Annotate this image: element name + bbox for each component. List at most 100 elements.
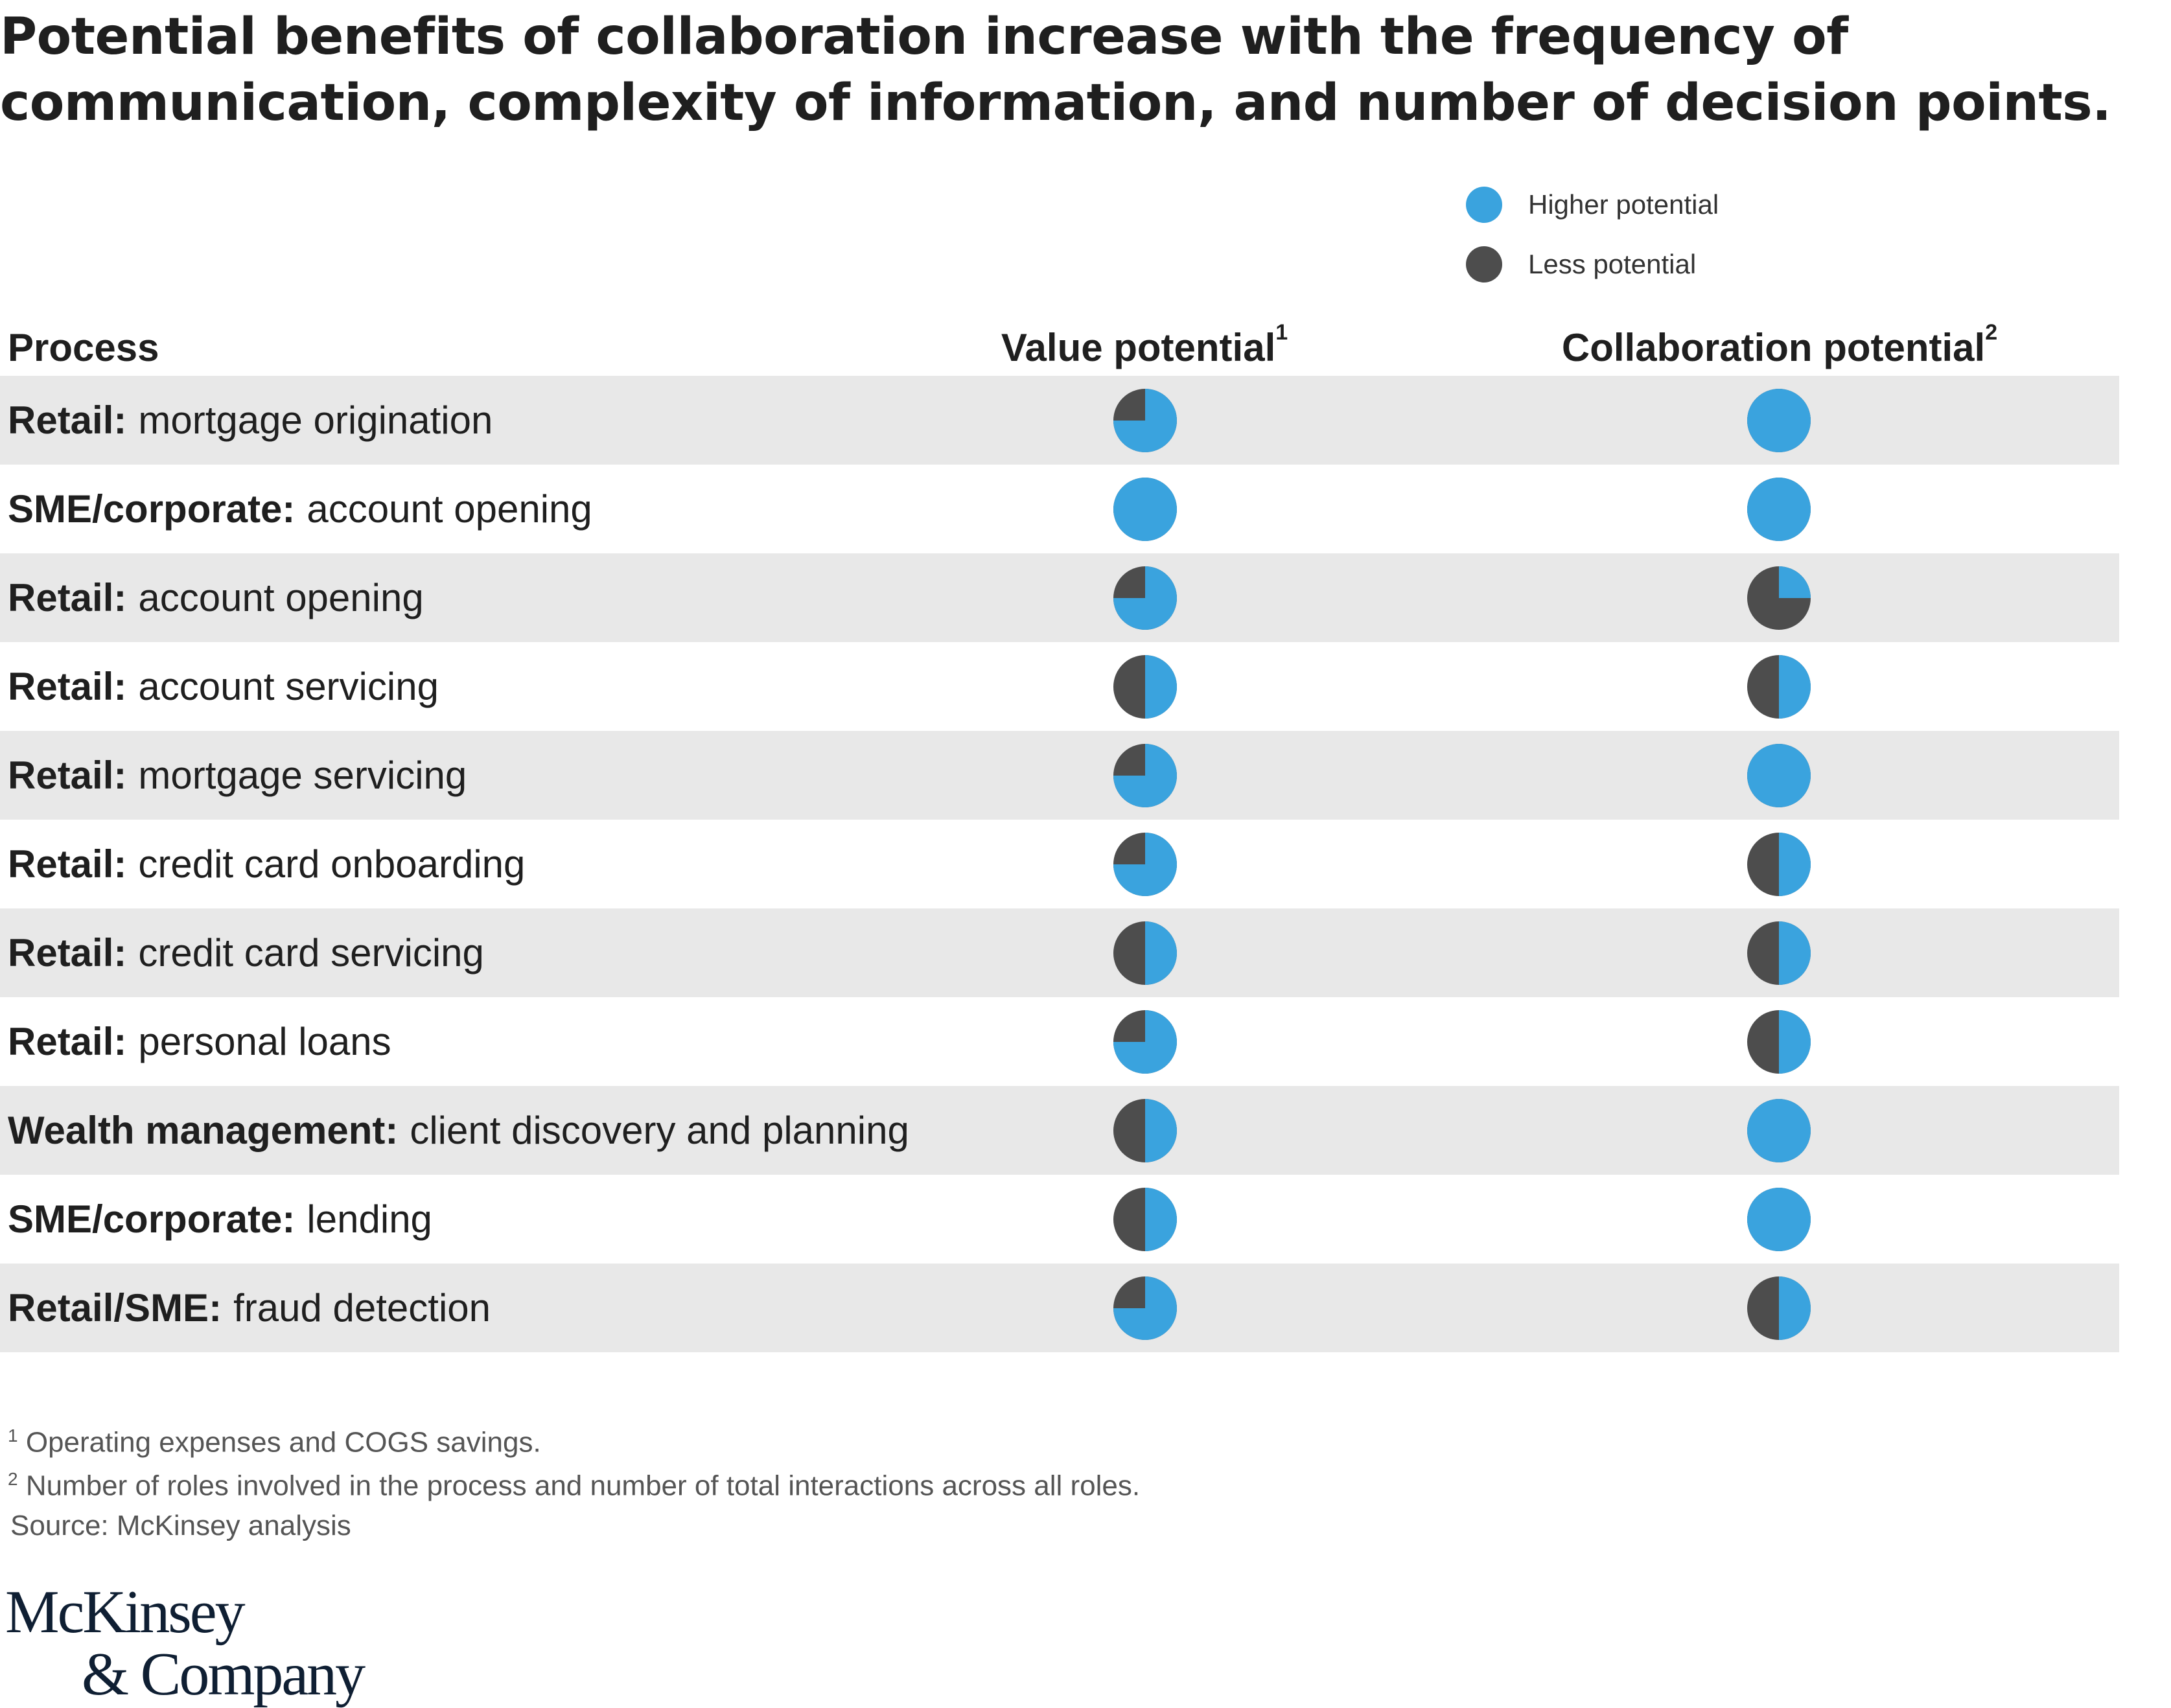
- process-label: fraud detection: [233, 1286, 491, 1330]
- legend-item-less: Less potential: [1466, 235, 1719, 294]
- chart-title: Potential benefits of collaboration incr…: [0, 8, 2111, 132]
- process-label: account opening: [307, 487, 592, 531]
- collaboration-potential-ball: [1747, 921, 1811, 985]
- footnote-2: 2 Number of roles involved in the proces…: [8, 1461, 1140, 1505]
- process-name: Retail: credit card onboarding: [8, 820, 525, 908]
- collaboration-potential-ball: [1747, 477, 1811, 541]
- process-label: personal loans: [138, 1020, 391, 1063]
- value-potential-ball: [1113, 1187, 1177, 1251]
- collaboration-potential-ball-higher-part: [1747, 477, 1811, 541]
- table-row: Retail: account opening: [0, 553, 2119, 642]
- table-row: Retail: credit card onboarding: [0, 820, 2119, 908]
- legend-label-higher: Higher potential: [1528, 189, 1719, 220]
- process-label: credit card onboarding: [138, 842, 526, 886]
- process-category: Retail:: [8, 398, 127, 442]
- process-name: SME/corporate: account opening: [8, 465, 592, 553]
- collaboration-potential-ball: [1747, 832, 1811, 896]
- value-potential-ball-higher-part: [1113, 566, 1177, 630]
- collaboration-potential-ball-higher-part: [1779, 832, 1811, 896]
- process-name: SME/corporate: lending: [8, 1175, 432, 1264]
- process-category: Retail:: [8, 576, 127, 619]
- process-category: Wealth management:: [8, 1109, 399, 1152]
- value-potential-ball: [1113, 1010, 1177, 1074]
- header-collab-footnote-mark: 2: [1985, 320, 1998, 345]
- table-row: Retail: personal loans: [0, 997, 2119, 1086]
- process-name: Retail: mortgage servicing: [8, 731, 467, 820]
- collaboration-potential-ball-higher-part: [1779, 921, 1811, 985]
- footnote-1-mark: 1: [8, 1425, 18, 1446]
- process-label: client discovery and planning: [410, 1109, 909, 1152]
- header-collab-label: Collaboration potential: [1561, 326, 1986, 369]
- collaboration-potential-ball: [1747, 743, 1811, 807]
- process-category: SME/corporate:: [8, 487, 296, 531]
- process-label: credit card servicing: [138, 931, 484, 975]
- collaboration-potential-ball: [1747, 1010, 1811, 1074]
- legend-item-higher: Higher potential: [1466, 175, 1719, 235]
- collaboration-potential-ball-higher-part: [1747, 388, 1811, 452]
- value-potential-ball-higher-part: [1113, 832, 1177, 896]
- process-label: account opening: [138, 576, 424, 619]
- collaboration-potential-ball: [1747, 388, 1811, 452]
- mckinsey-logo: McKinsey & Company: [5, 1581, 366, 1708]
- process-name: Wealth management: client discovery and p…: [8, 1086, 909, 1175]
- process-name: Retail: account opening: [8, 553, 424, 642]
- collaboration-potential-ball-higher-part: [1779, 1010, 1811, 1074]
- collaboration-potential-ball-higher-part: [1747, 1187, 1811, 1251]
- process-category: Retail/SME:: [8, 1286, 222, 1330]
- value-potential-ball-higher-part: [1113, 1276, 1177, 1340]
- table-row: Retail: account servicing: [0, 642, 2119, 731]
- value-potential-ball: [1113, 1276, 1177, 1340]
- footnote-2-text: Number of roles involved in the process …: [25, 1470, 1141, 1502]
- footnote-1-text: Operating expenses and COGS savings.: [25, 1426, 541, 1459]
- value-potential-ball-higher-part: [1113, 388, 1177, 452]
- table-row: Wealth management: client discovery and p…: [0, 1086, 2119, 1175]
- collaboration-potential-ball-higher-part: [1747, 1098, 1811, 1162]
- value-potential-ball: [1113, 566, 1177, 630]
- collaboration-potential-ball: [1747, 566, 1811, 630]
- value-potential-ball: [1113, 832, 1177, 896]
- footnote-2-mark: 2: [8, 1468, 18, 1489]
- process-name: Retail: credit card servicing: [8, 908, 484, 997]
- collaboration-potential-ball: [1747, 654, 1811, 719]
- table-row: Retail/SME: fraud detection: [0, 1264, 2119, 1352]
- collaboration-potential-ball-higher-part: [1779, 654, 1811, 719]
- value-potential-ball: [1113, 1098, 1177, 1162]
- logo-line-2: & Company: [82, 1641, 366, 1708]
- footnote-1: 1 Operating expenses and COGS savings.: [8, 1418, 1140, 1461]
- legend-label-less: Less potential: [1528, 249, 1697, 279]
- value-potential-ball: [1113, 743, 1177, 807]
- table-row: Retail: credit card servicing: [0, 908, 2119, 997]
- header-process: Process: [8, 326, 159, 369]
- header-collaboration-potential: Collaboration potential2: [1561, 320, 1997, 370]
- process-table: Process Value potential1 Collaboration p…: [0, 311, 2119, 1352]
- table-header: Process Value potential1 Collaboration p…: [0, 311, 2119, 376]
- value-potential-ball-higher-part: [1145, 654, 1177, 719]
- process-name: Retail: personal loans: [8, 997, 391, 1086]
- legend: Higher potential Less potential: [1466, 175, 1719, 294]
- table-row: SME/corporate: account opening: [0, 465, 2119, 553]
- table-row: Retail: mortgage origination: [0, 376, 2119, 465]
- legend-swatch-less: [1466, 246, 1502, 283]
- process-label: mortgage origination: [138, 398, 493, 442]
- collaboration-potential-ball: [1747, 1098, 1811, 1162]
- collaboration-potential-ball-higher-part: [1779, 566, 1811, 598]
- process-category: SME/corporate:: [8, 1197, 296, 1241]
- value-potential-ball-higher-part: [1113, 1010, 1177, 1074]
- process-category: Retail:: [8, 842, 127, 886]
- table-row: Retail: mortgage servicing: [0, 731, 2119, 820]
- collaboration-potential-ball: [1747, 1276, 1811, 1340]
- collaboration-potential-ball: [1747, 1187, 1811, 1251]
- process-name: Retail: mortgage origination: [8, 376, 493, 465]
- process-category: Retail:: [8, 754, 127, 797]
- process-category: Retail:: [8, 665, 127, 708]
- value-potential-ball: [1113, 921, 1177, 985]
- process-name: Retail: account servicing: [8, 642, 439, 731]
- footnotes: 1 Operating expenses and COGS savings. 2…: [8, 1418, 1140, 1504]
- value-potential-ball-higher-part: [1113, 743, 1177, 807]
- process-label: lending: [307, 1197, 432, 1241]
- table-row: SME/corporate: lending: [0, 1175, 2119, 1264]
- process-label: account servicing: [138, 665, 439, 708]
- value-potential-ball-higher-part: [1113, 477, 1177, 541]
- header-value-footnote-mark: 1: [1275, 320, 1288, 345]
- value-potential-ball-higher-part: [1145, 1187, 1177, 1251]
